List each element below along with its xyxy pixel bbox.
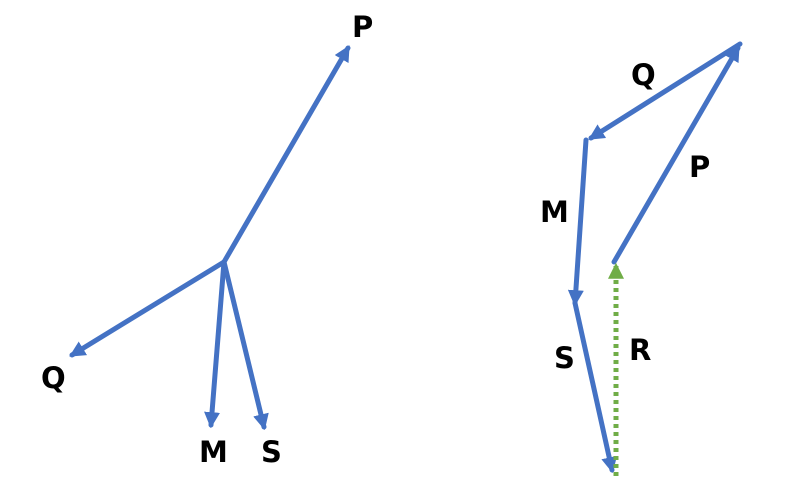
right-vector-s [572,300,618,474]
right-vector-p [611,45,741,265]
left-label-m: M [199,435,228,469]
left-vector-m [204,259,227,429]
left-vector-q [69,259,227,358]
left-figure: P Q M S [41,10,373,469]
left-vector-s [221,259,269,431]
right-figure: Q P M S R [540,41,743,476]
right-vector-m [567,137,589,307]
right-label-r: R [629,333,651,367]
right-label-q: Q [631,58,656,92]
right-label-p: P [689,150,710,184]
right-label-s: S [554,341,575,375]
left-label-s: S [261,435,282,469]
left-label-q: Q [41,361,66,395]
left-vector-p [221,45,351,265]
right-vector-q [588,41,743,141]
left-label-p: P [352,10,373,44]
right-label-m: M [540,195,569,229]
